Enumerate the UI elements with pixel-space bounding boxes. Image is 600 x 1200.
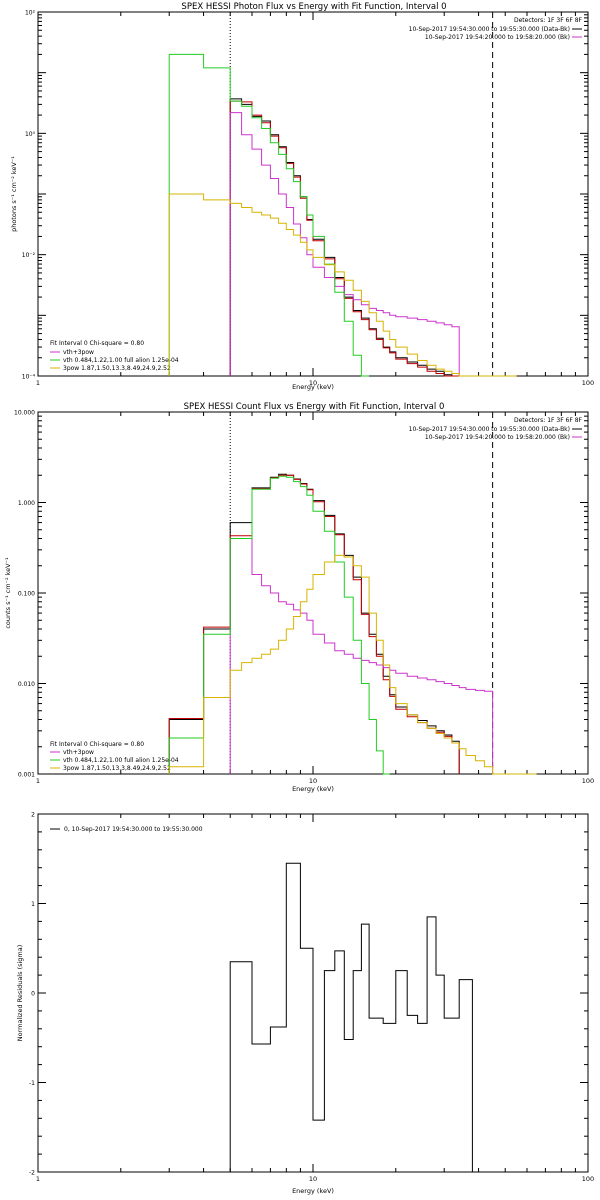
legend-vth3pow: vth+3pow [63,749,94,756]
data-interval-label: 10-Sep-2017 19:54:30.000 to 19:55:30.000… [409,426,570,433]
y-tick-label: 10² [25,10,36,17]
x-tick-label: 1 [36,379,40,387]
series-line [168,554,537,775]
x-tick-label: 100 [582,777,594,785]
axis-ticks: 1 10 100 0.001 0.010 0.100 1.000 10.000 [14,410,594,786]
count-flux-panel: SPEX HESSI Count Flux vs Energy with Fit… [4,402,594,793]
y-tick-label: 10.000 [14,410,35,417]
axis-ticks: 1 10 100 -2 -1 0 1 2 [29,812,594,1184]
legend-3pow: 3pow 1.87,1.50,13.3,8.49,24.9,2.52 [63,765,171,772]
panel-title: SPEX HESSI Count Flux vs Energy with Fit… [184,402,445,412]
detectors-label: Detectors: 1F 3F 6F 8F [514,17,583,24]
series-group [229,862,473,1172]
y-tick-label: 10⁻⁴ [22,374,36,381]
axis-ticks: 1 10 100 10⁻⁴ 10⁻² 10⁰ 10² [22,10,594,388]
y-axis-label: counts s⁻¹ cm⁻² keV⁻¹ [4,557,12,629]
x-tick-label: 1 [36,777,40,785]
x-tick-label: 100 [582,1175,594,1183]
legend-vth: vth 0.484,1.22,1.00 full alion 1.25e-04 [63,357,179,364]
data-interval-label: 10-Sep-2017 19:54:30.000 to 19:55:30.000… [409,26,570,33]
x-axis-label: Energy (keV) [292,383,334,391]
legend-3pow: 3pow 1.87,1.50,13.3,8.49,24.9,2.52 [63,365,171,372]
series-line [229,112,460,376]
y-tick-label: 1.000 [18,500,35,507]
series-group [168,473,537,775]
detectors-label: Detectors: 1F 3F 6F 8F [514,417,583,424]
fit-info-label: Fit Interval 0 Chi-square = 0.80 [50,741,144,748]
legend-vth: vth 0.484,1.22,1.00 full alion 1.25e-04 [63,757,179,764]
series-line [168,53,370,377]
x-tick-label: 100 [582,379,594,387]
y-tick-label: 2 [31,812,35,819]
y-tick-label: 10⁻² [22,252,36,259]
x-tick-label: 1 [36,1175,40,1183]
y-tick-label: 0.100 [18,591,35,598]
x-tick-label: 10 [309,1175,317,1183]
residuals-panel: 0, 10-Sep-2017 19:54:30.000 to 19:55:30.… [16,812,594,1196]
fit-info-label: Fit Interval 0 Chi-square = 0.80 [50,340,144,347]
photon-flux-panel: SPEX HESSI Photon Flux vs Energy with Fi… [10,2,594,391]
y-tick-label: 1 [31,901,35,908]
legend-residuals: 0, 10-Sep-2017 19:54:30.000 to 19:55:30.… [64,826,203,833]
series-line [229,862,473,1172]
y-axis-label: Normalized Residuals (sigma) [16,945,24,1042]
y-tick-label: 0.010 [18,681,35,688]
background-interval-label: 10-Sep-2017 19:54:20.000 to 19:58:20.000… [425,434,570,441]
y-tick-label: 10⁰ [25,131,36,138]
y-tick-label: -2 [29,1170,35,1177]
series-line [168,193,517,377]
y-tick-label: -1 [29,1080,35,1087]
x-tick-label: 10 [309,777,317,785]
y-axis-label: photons s⁻¹ cm⁻² keV⁻¹ [10,156,18,232]
series-group [168,53,517,377]
x-axis-label: Energy (keV) [292,785,334,793]
series-line [229,538,494,774]
x-tick-label: 10 [309,379,317,387]
legend-vth3pow: vth+3pow [63,349,94,356]
y-tick-label: 0 [31,991,35,998]
background-interval-label: 10-Sep-2017 19:54:20.000 to 19:58:20.000… [425,34,570,41]
y-tick-label: 0.001 [18,772,35,779]
panel-title: SPEX HESSI Photon Flux vs Energy with Fi… [181,2,446,12]
series-line [168,475,390,775]
x-axis-label: Energy (keV) [292,1187,334,1195]
